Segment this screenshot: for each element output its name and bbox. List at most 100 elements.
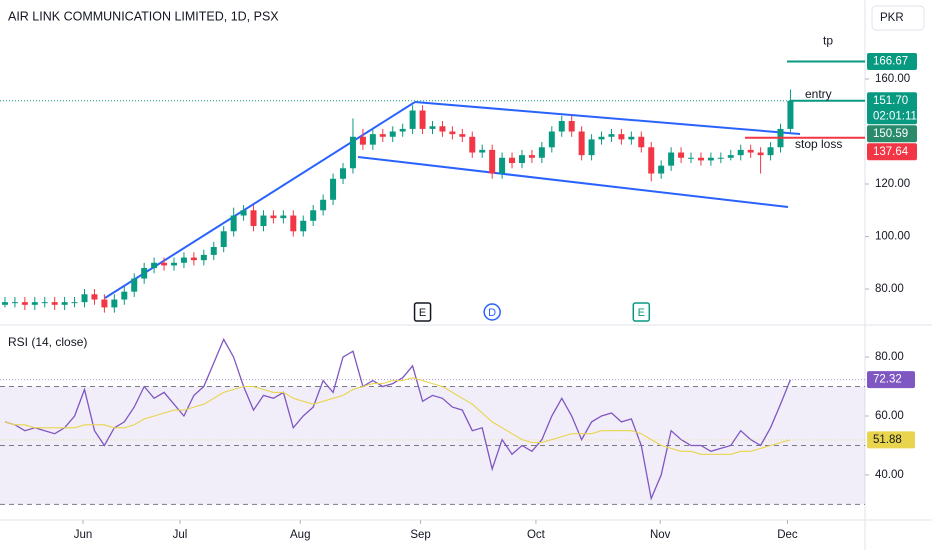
candle-body: [21, 302, 28, 305]
candle-body: [628, 136, 635, 140]
candle-body: [717, 157, 724, 159]
x-tick-label: Sep: [410, 529, 430, 541]
candle-body: [141, 268, 148, 279]
candle-body: [489, 149, 496, 174]
x-tick-label: Nov: [650, 529, 671, 541]
y-tick-label: 80.00: [875, 351, 904, 363]
value-label: 51.88: [873, 434, 902, 446]
candle-body: [101, 299, 108, 308]
candle-body: [787, 100, 794, 129]
currency-button[interactable]: [871, 5, 925, 31]
candle-body: [210, 247, 217, 255]
candle-body: [349, 136, 356, 169]
y-tick-label: 160.00: [875, 73, 910, 85]
event-badge: [632, 302, 651, 322]
candle-body: [111, 299, 118, 308]
candle-body: [648, 147, 655, 174]
y-tick-label: 40.00: [875, 469, 904, 481]
x-tick-label: Aug: [290, 529, 310, 541]
candle-body: [618, 134, 625, 140]
candle-body: [668, 152, 675, 166]
candle-body: [558, 121, 565, 132]
candle-body: [190, 257, 197, 261]
level-note: stop loss: [795, 137, 842, 151]
candle-body: [320, 199, 327, 211]
candle-body: [598, 136, 605, 140]
candle-body: [250, 210, 257, 227]
candle-body: [419, 110, 426, 129]
candle-body: [170, 262, 177, 266]
candle-body: [678, 152, 685, 158]
candle-body: [1, 302, 8, 305]
countdown: 02:01:11: [873, 110, 917, 122]
candle-body: [31, 302, 38, 305]
candle-body: [330, 178, 337, 200]
candle-body: [707, 157, 714, 161]
price-label: 137.64: [873, 146, 909, 158]
x-tick-label: Jun: [74, 529, 93, 541]
candle-body: [41, 302, 48, 304]
candle-body: [180, 257, 187, 263]
indicator-title: RSI (14, close): [8, 335, 87, 349]
y-tick-label: 80.00: [875, 283, 904, 295]
candle-body: [300, 220, 307, 232]
trend-line: [414, 101, 801, 135]
candle-body: [737, 149, 744, 156]
price-label-box: [867, 125, 917, 143]
event-badge: [413, 302, 432, 322]
candle-body: [51, 302, 58, 305]
candle-body: [310, 210, 317, 221]
candle-body: [11, 302, 18, 304]
candle-body: [697, 157, 704, 161]
candle-body: [131, 278, 138, 292]
candle-body: [91, 294, 98, 300]
candle-body: [578, 131, 585, 156]
candle-body: [260, 215, 267, 227]
candle-body: [548, 131, 555, 148]
candle-body: [459, 134, 466, 137]
value-label: 72.32: [873, 374, 902, 386]
price-label: 150.59: [873, 128, 908, 140]
price-label-box: [867, 53, 917, 71]
x-tick-label: Oct: [527, 529, 546, 541]
price-label-box: [867, 143, 917, 161]
candle-body: [509, 157, 516, 164]
x-tick-label: Dec: [777, 529, 798, 541]
trend-line: [357, 156, 789, 208]
candle-body: [757, 152, 764, 156]
candle-body: [469, 136, 476, 153]
candle-body: [280, 215, 287, 219]
candle-body: [151, 262, 158, 269]
candle-body: [747, 149, 754, 153]
rsi-line: [4, 377, 791, 455]
y-tick-label: 120.00: [875, 178, 910, 190]
candle-body: [727, 155, 734, 158]
currency: PKR: [880, 12, 904, 24]
value-label-box: [867, 431, 915, 449]
y-tick-label: 60.00: [875, 410, 904, 422]
candle-body: [389, 131, 396, 137]
level-note: tp: [823, 34, 833, 48]
candle-body: [71, 302, 78, 304]
event-label: E: [638, 307, 645, 319]
candle-body: [290, 215, 297, 232]
chart-title: AIR LINK COMMUNICATION LIMITED, 1D, PSX: [8, 9, 279, 23]
candle-body: [121, 291, 128, 300]
candle-body: [449, 131, 456, 135]
candle-body: [230, 215, 237, 232]
candle-body: [379, 134, 386, 137]
level-note: entry: [805, 87, 832, 101]
candle-body: [588, 139, 595, 156]
y-tick-label: 100.00: [875, 231, 910, 243]
candle-body: [638, 136, 645, 148]
candle-body: [220, 231, 227, 248]
candle-body: [409, 110, 416, 129]
candle-body: [399, 128, 406, 132]
candle-body: [369, 134, 376, 145]
candle-body: [688, 157, 695, 159]
candle-body: [767, 147, 774, 156]
candle-body: [658, 165, 665, 174]
